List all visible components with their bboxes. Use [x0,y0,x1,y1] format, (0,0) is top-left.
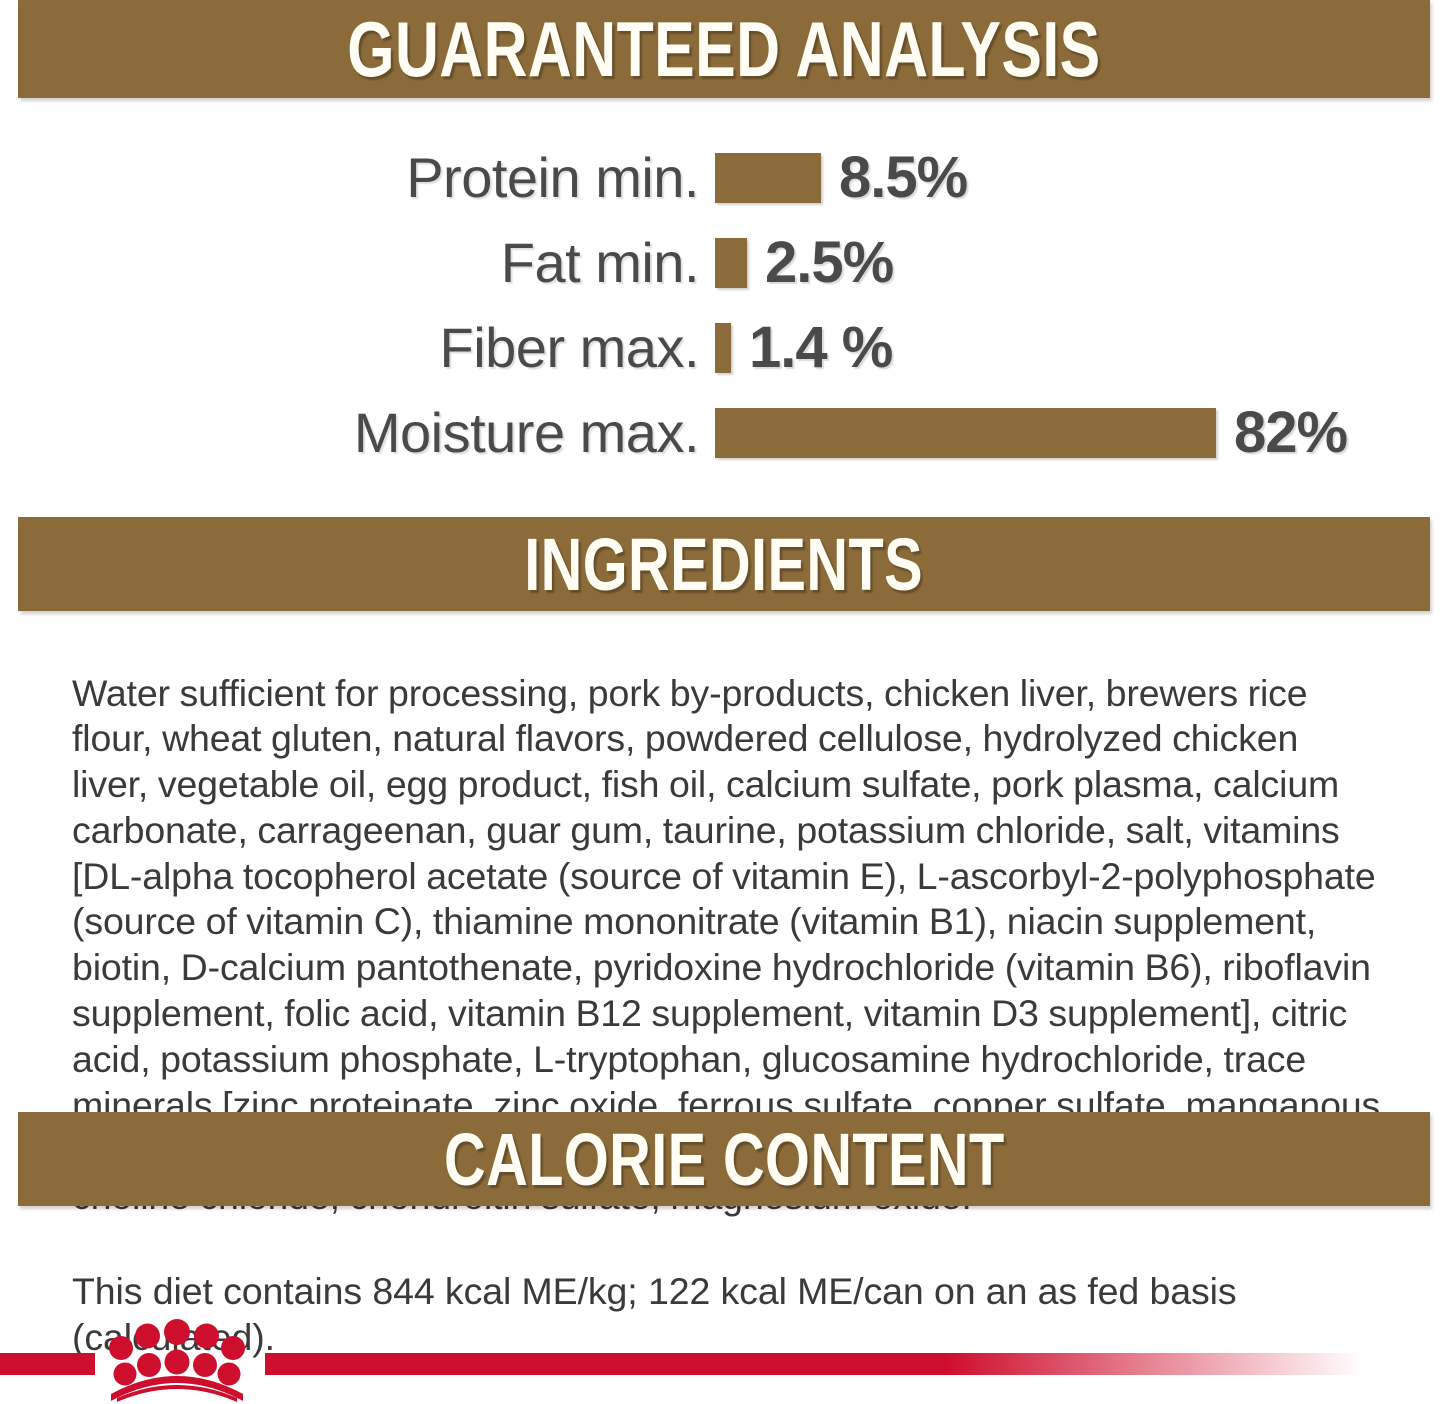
analysis-row-fiber: Fiber max. 1.4 % [0,305,1445,390]
ingredients-title: INGREDIENTS [524,522,924,606]
analysis-value-moisture: 82% [1234,400,1348,465]
calorie-content-title: CALORIE CONTENT [443,1117,1005,1201]
footer-divider [0,1310,1445,1404]
analysis-bar-fiber [715,322,731,373]
analysis-row-fat: Fat min. 2.5% [0,220,1445,305]
analysis-bar-protein [715,152,821,203]
analysis-value-fat: 2.5% [765,230,894,295]
guaranteed-analysis-chart: Protein min. 8.5% Fat min. 2.5% Fiber ma… [0,135,1445,475]
analysis-label-fat: Fat min. [500,231,700,294]
guaranteed-analysis-header-band: GUARANTEED ANALYSIS [18,0,1430,98]
analysis-label-fiber: Fiber max. [439,316,700,379]
ingredients-body-part-1: Water sufficient for processing, pork by… [72,671,1381,1172]
analysis-value-protein: 8.5% [839,145,968,210]
divider-rule-left [0,1353,95,1375]
analysis-row-moisture: Moisture max. 82% [0,390,1445,475]
divider-rule-right [265,1353,1363,1375]
royal-canin-crown-icon [109,1319,245,1402]
analysis-value-fiber: 1.4 % [749,315,893,380]
ingredients-header-band: INGREDIENTS [18,517,1430,611]
analysis-label-protein: Protein min. [406,146,699,209]
analysis-bar-fat [715,237,747,288]
analysis-bar-moisture [715,407,1216,458]
analysis-label-moisture: Moisture max. [353,401,700,464]
guaranteed-analysis-title: GUARANTEED ANALYSIS [347,4,1101,93]
analysis-row-protein: Protein min. 8.5% [0,135,1445,220]
calorie-content-header-band: CALORIE CONTENT [18,1112,1430,1206]
